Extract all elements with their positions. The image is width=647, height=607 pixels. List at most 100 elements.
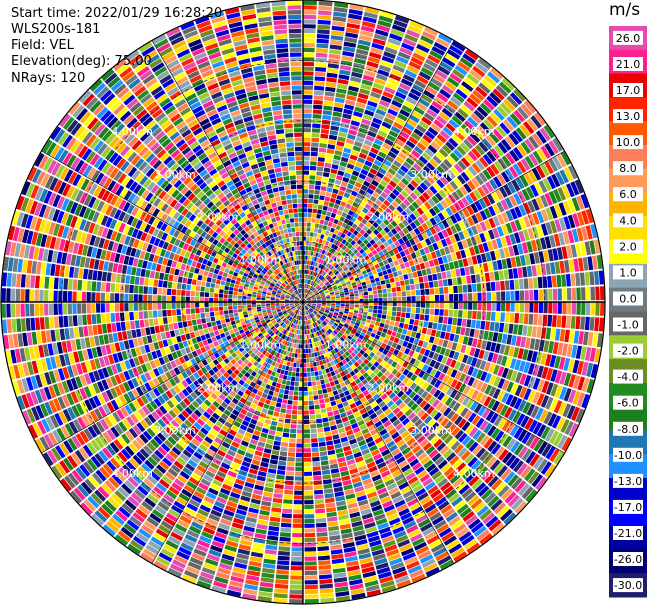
velocity-gate [429,315,434,322]
velocity-gate [332,159,340,165]
velocity-gate [565,273,571,287]
velocity-gate [454,130,465,141]
velocity-gate [427,54,441,65]
velocity-gate [405,312,411,319]
velocity-gate [429,217,437,226]
velocity-gate [489,250,496,261]
velocity-gate [521,188,531,201]
velocity-gate [421,152,432,161]
velocity-gate [419,182,429,191]
velocity-gate [410,132,421,141]
velocity-gate [410,331,417,338]
velocity-gate [412,83,425,93]
velocity-gate [516,106,529,120]
velocity-gate [375,218,383,225]
velocity-gate [390,282,396,288]
velocity-gate [303,363,307,368]
velocity-gate [333,486,344,493]
velocity-gate [548,190,558,204]
velocity-gate [332,563,345,569]
velocity-gate [526,350,534,362]
velocity-gate [350,240,356,246]
velocity-gate [304,457,312,462]
velocity-gate [519,174,529,188]
velocity-gate [310,227,315,232]
velocity-gate [368,305,374,309]
velocity-gate [528,277,534,289]
velocity-gate [303,438,311,443]
velocity-gate [476,311,482,320]
velocity-gate [317,287,322,291]
velocity-gate [303,372,307,377]
velocity-gate [404,33,419,43]
velocity-gate [441,324,447,332]
velocity-gate [509,113,522,126]
velocity-gate [391,176,400,185]
velocity-gate [540,163,550,177]
velocity-gate [514,219,522,231]
velocity-gate [406,267,412,274]
velocity-gate [294,476,303,481]
velocity-gate [462,310,468,319]
velocity-gate [306,295,309,299]
velocity-gate [320,455,328,461]
velocity-gate [317,300,322,302]
velocity-gate [339,293,345,296]
velocity-gate [288,442,296,448]
velocity-gate [318,289,323,293]
velocity-gate [265,482,275,488]
velocity-gate [261,382,267,388]
velocity-gate [364,295,369,299]
velocity-gate [345,99,356,106]
velocity-gate [566,183,575,198]
velocity-gate [336,210,343,216]
velocity-gate [470,236,478,246]
velocity-gate [508,166,519,178]
velocity-gate [357,157,366,164]
velocity-gate [309,236,313,242]
velocity-gate [372,313,377,318]
velocity-gate [305,294,309,299]
velocity-gate [397,193,406,202]
velocity-gate [469,191,478,202]
velocity-gate [317,280,322,285]
velocity-gate [359,211,366,218]
velocity-gate [558,232,566,246]
velocity-gate [304,537,316,543]
velocity-gate [324,250,329,256]
velocity-gate [329,130,339,136]
velocity-gate [314,292,319,295]
velocity-gate [576,211,585,226]
velocity-gate [332,482,343,488]
velocity-gate [411,296,416,302]
velocity-gate [448,119,460,130]
velocity-gate [458,293,463,301]
velocity-gate [379,99,390,108]
velocity-gate [390,69,403,78]
velocity-gate [391,200,399,208]
velocity-gate [491,291,496,301]
velocity-gate [534,182,544,195]
velocity-gate [343,276,349,281]
velocity-gate [515,336,522,347]
velocity-gate [524,290,529,301]
velocity-gate [421,213,429,222]
velocity-gate [380,280,386,285]
velocity-gate [402,296,407,302]
velocity-gate [304,528,316,533]
velocity-gate [378,250,384,257]
velocity-gate [316,418,323,424]
velocity-gate [350,76,362,83]
velocity-gate [389,192,397,200]
velocity-gate [468,165,478,177]
velocity-gate [284,370,289,376]
velocity-gate [304,514,315,519]
velocity-gate [431,46,446,56]
velocity-gate [396,306,402,312]
velocity-gate [347,283,352,288]
velocity-gate [303,146,311,152]
velocity-gate [327,206,333,213]
velocity-gate [410,252,417,259]
velocity-gate [303,128,311,133]
velocity-gate [290,570,303,576]
